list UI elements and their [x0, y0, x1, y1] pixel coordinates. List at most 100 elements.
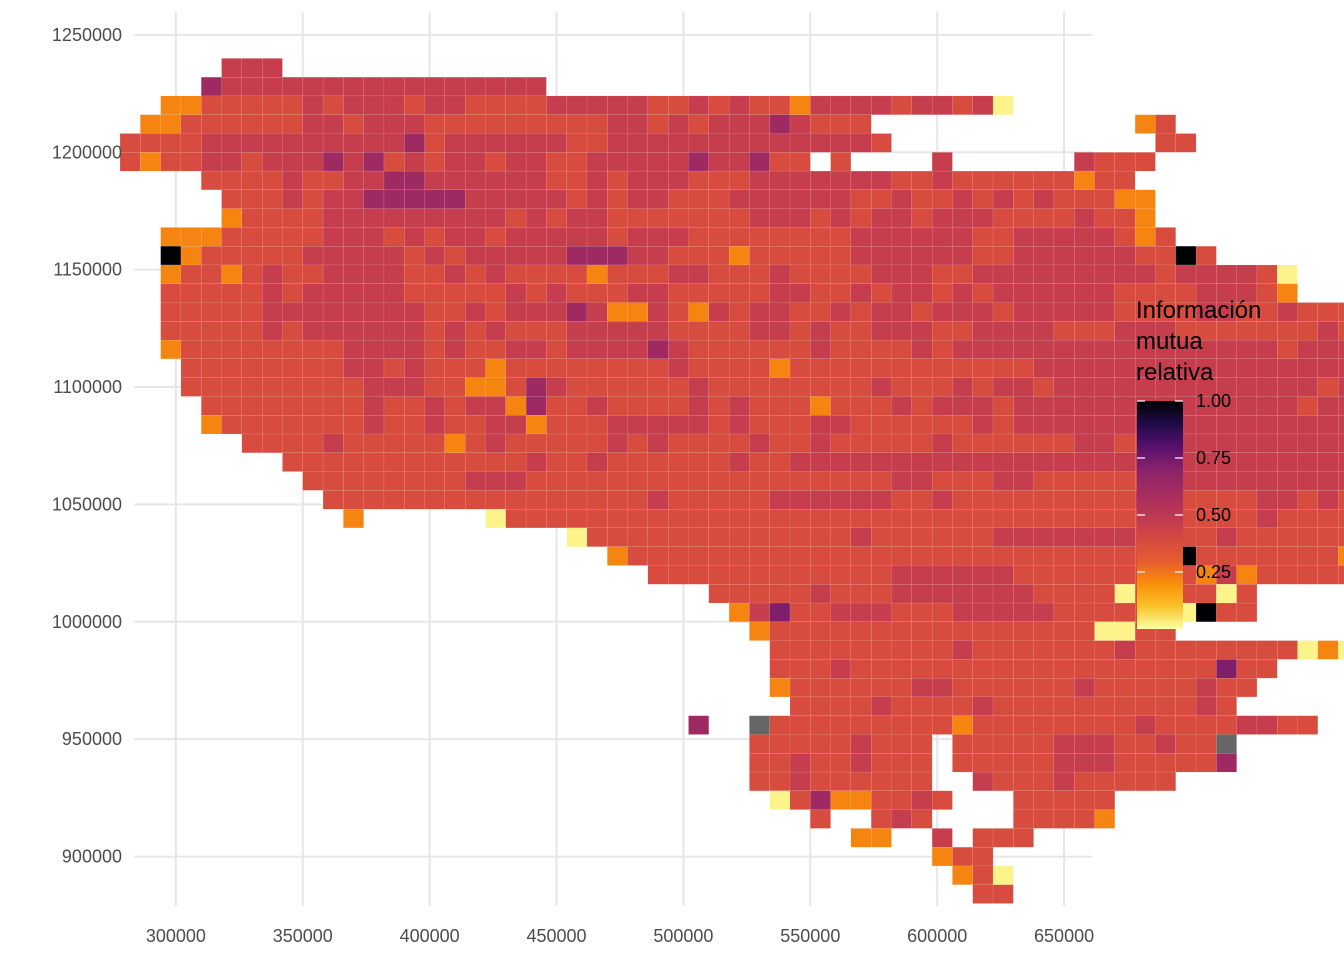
heatmap-cell [302, 227, 324, 247]
heatmap-cell [282, 302, 303, 322]
heatmap-cell [241, 396, 263, 416]
heatmap-cell [1155, 771, 1176, 791]
heatmap-cell [465, 452, 486, 472]
heatmap-cell [952, 734, 973, 754]
heatmap-cell [322, 246, 344, 266]
heatmap-cell [789, 546, 811, 566]
heatmap-cell [1338, 452, 1344, 472]
heatmap-cell [728, 189, 750, 209]
heatmap-cell [769, 753, 791, 773]
heatmap-cell [1033, 321, 1055, 341]
heatmap-cell [383, 264, 405, 284]
heatmap-cell [1033, 415, 1055, 435]
heatmap-cell [322, 377, 344, 397]
heatmap-cell [485, 95, 506, 115]
heatmap-cell [302, 321, 324, 341]
heatmap-cell [668, 189, 689, 209]
heatmap-cell [1053, 753, 1075, 773]
heatmap-cell [201, 358, 222, 378]
heatmap-cell [525, 339, 547, 360]
heatmap-cell [952, 753, 973, 773]
heatmap-cell [789, 246, 811, 266]
heatmap-cell [830, 433, 852, 453]
heatmap-cell [1216, 659, 1237, 679]
heatmap-cell [952, 584, 973, 604]
heatmap-cell [830, 377, 852, 397]
legend-ticks: 0.250.500.751.00 [1137, 391, 1231, 582]
heatmap-cell [1094, 696, 1115, 716]
heatmap-cell [911, 283, 933, 303]
heatmap-cell [891, 678, 912, 698]
heatmap-cell [708, 471, 730, 491]
heatmap-cell [1033, 565, 1055, 585]
heatmap-cell [1338, 640, 1344, 660]
heatmap-cell [1236, 584, 1258, 604]
heatmap-cell [749, 339, 770, 360]
heatmap-cell [789, 734, 811, 754]
heatmap-cell [850, 790, 872, 810]
heatmap-cell [566, 358, 588, 378]
heatmap-cell [911, 246, 933, 266]
heatmap-cell [1114, 696, 1136, 716]
heatmap-cell [708, 321, 730, 341]
heatmap-cell [668, 321, 689, 341]
heatmap-cell [1195, 696, 1217, 716]
heatmap-cell [160, 152, 182, 172]
heatmap-cell [1114, 415, 1136, 435]
heatmap-cell [383, 396, 405, 416]
heatmap-cell [404, 339, 425, 360]
heatmap-cell [201, 246, 222, 266]
heatmap-cell [221, 283, 242, 303]
heatmap-cell [1053, 527, 1075, 547]
heatmap-cell [850, 189, 872, 209]
heatmap-cell [465, 471, 486, 491]
heatmap-cell [1236, 640, 1258, 660]
heatmap-cell [728, 321, 750, 341]
heatmap-cell [749, 283, 770, 303]
heatmap-cell [465, 246, 486, 266]
heatmap-cell [1053, 433, 1075, 453]
heatmap-cell [728, 264, 750, 284]
heatmap-cell [931, 659, 953, 679]
heatmap-cell [1175, 246, 1197, 266]
heatmap-cell [1338, 509, 1344, 529]
heatmap-cell [1256, 471, 1278, 491]
heatmap-cell [952, 490, 973, 510]
heatmap-cell [931, 527, 953, 547]
heatmap-cell [1135, 264, 1156, 284]
heatmap-cell [1114, 602, 1136, 622]
heatmap-cell [708, 565, 730, 585]
heatmap-cell [911, 659, 933, 679]
heatmap-cell [911, 565, 933, 585]
heatmap-cell [1053, 640, 1075, 660]
heatmap-cell [728, 490, 750, 510]
heatmap-cell [647, 452, 669, 472]
heatmap-cell [282, 227, 303, 247]
heatmap-cell [1155, 246, 1176, 266]
heatmap-cell [769, 715, 791, 735]
heatmap-cell [1135, 734, 1156, 754]
heatmap-cell [1013, 264, 1034, 284]
heatmap-cell [728, 584, 750, 604]
heatmap-cell [1236, 490, 1258, 510]
heatmap-cell [119, 152, 141, 172]
heatmap-cell [363, 321, 385, 341]
heatmap-cell [343, 509, 364, 529]
heatmap-cell [465, 358, 486, 378]
heatmap-cell [525, 471, 547, 491]
heatmap-cell [586, 358, 608, 378]
heatmap-cell [424, 208, 445, 228]
heatmap-cell [1195, 715, 1217, 735]
heatmap-cell [1256, 358, 1278, 378]
heatmap-cell [201, 170, 222, 190]
heatmap-cell [1094, 771, 1115, 791]
heatmap-cell [1013, 715, 1034, 735]
heatmap-cell [830, 734, 852, 754]
heatmap-cell [465, 415, 486, 435]
heatmap-cell [1216, 321, 1237, 341]
heatmap-cell [952, 358, 973, 378]
heatmap-cell [992, 678, 1014, 698]
heatmap-cell [546, 246, 567, 266]
heatmap-cell [789, 95, 811, 115]
legend-title-line-3: relativa [1136, 359, 1214, 386]
